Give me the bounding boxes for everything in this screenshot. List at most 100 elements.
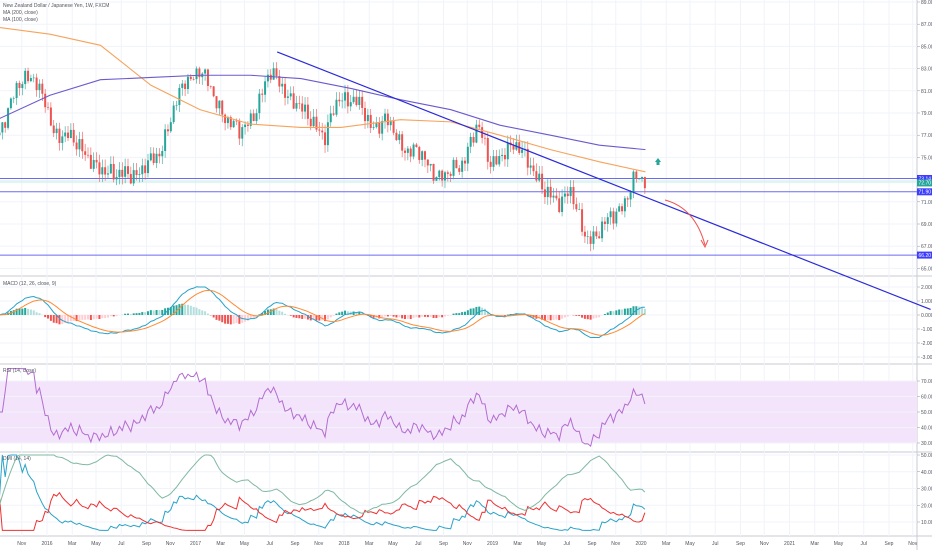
candle	[161, 145, 164, 165]
macd-histogram-bar	[158, 310, 161, 315]
candle	[489, 155, 492, 174]
candle-body	[381, 120, 384, 134]
candle-body	[384, 113, 387, 121]
macd-histogram-bar	[146, 311, 149, 315]
macd-histogram-bar	[443, 315, 446, 317]
macd-axis-tick-label: 0.000	[921, 313, 932, 319]
macd-histogram-bar	[421, 315, 424, 317]
macd-histogram-bar	[301, 315, 304, 319]
candle-body	[29, 78, 32, 82]
macd-histogram-bar	[244, 315, 247, 322]
macd-histogram-bar	[329, 315, 332, 318]
candle-body	[304, 104, 307, 112]
candle	[324, 124, 327, 153]
candle-body	[175, 105, 178, 106]
macd-histogram-bar	[358, 312, 361, 315]
candle	[529, 157, 532, 175]
macd-histogram-bar	[612, 311, 615, 315]
candle	[118, 162, 121, 185]
candle	[75, 135, 78, 156]
time-tick-label: Mar	[662, 541, 671, 547]
candle	[443, 170, 446, 189]
time-tick-label: Jul	[861, 541, 867, 547]
time-tick-label: Mar	[810, 541, 819, 547]
candle	[238, 118, 241, 145]
candle-body	[629, 191, 632, 200]
candle	[469, 132, 472, 154]
macd-histogram-bar	[461, 312, 464, 315]
candle-body	[229, 117, 232, 128]
candle-body	[38, 83, 41, 91]
candle	[406, 145, 409, 161]
candle-body	[289, 93, 292, 97]
candle-body	[286, 96, 289, 98]
candle	[403, 147, 406, 161]
macd-histogram-bar	[423, 315, 426, 317]
macd-histogram-bar	[109, 315, 112, 317]
candle	[338, 92, 341, 107]
candle-body	[369, 114, 372, 128]
candle	[209, 85, 212, 89]
candle	[72, 123, 75, 147]
candle-body	[358, 96, 361, 105]
candle-body	[132, 170, 135, 184]
candle	[538, 165, 541, 183]
candle	[35, 73, 38, 97]
macd-histogram-bar	[472, 308, 475, 315]
macd-histogram-bar	[126, 313, 129, 315]
candle	[32, 73, 35, 83]
candle	[84, 143, 87, 161]
candle-body	[586, 236, 589, 237]
macd-histogram-bar	[503, 315, 506, 316]
candle-body	[155, 153, 158, 164]
candle	[458, 165, 461, 176]
candle	[61, 130, 64, 151]
macd-histogram-bar	[566, 315, 569, 317]
candle-body	[609, 211, 612, 218]
macd-histogram-bar	[206, 313, 209, 315]
macd-histogram-bar	[432, 315, 435, 318]
macd-histogram-bar	[598, 315, 601, 318]
candle	[441, 169, 444, 187]
candle-body	[406, 148, 409, 153]
candle-body	[638, 178, 641, 180]
candle-body	[181, 83, 184, 88]
candle	[415, 142, 418, 148]
macd-histogram-bar	[589, 315, 592, 320]
candle	[486, 132, 489, 170]
candle-body	[218, 100, 221, 109]
candle	[378, 117, 381, 139]
time-tick-label: Nov	[17, 541, 26, 547]
candle	[47, 102, 50, 111]
candle-body	[512, 145, 515, 150]
candle-body	[118, 169, 121, 177]
macd-histogram-bar	[61, 315, 64, 325]
price-tag-label: 66.20	[919, 253, 932, 259]
candle-body	[146, 160, 149, 174]
macd-histogram-bar	[618, 309, 621, 315]
macd-histogram-bar	[204, 311, 207, 315]
macd-histogram-bar	[406, 315, 409, 319]
candle	[41, 79, 44, 102]
candle	[332, 105, 335, 116]
candle	[344, 84, 347, 109]
macd-histogram-bar	[401, 315, 404, 319]
macd-histogram-bar	[264, 311, 267, 315]
candle	[401, 131, 404, 158]
candle-body	[572, 187, 575, 205]
candle	[475, 119, 478, 144]
price-axis-tick-label: 69.000	[921, 222, 932, 228]
macd-histogram-bar	[469, 308, 472, 315]
candle-body	[192, 79, 195, 80]
candle-body	[503, 154, 506, 160]
candle-body	[386, 113, 389, 126]
candle	[89, 147, 92, 169]
candle-body	[204, 69, 207, 74]
candle	[601, 216, 604, 242]
candle-body	[458, 168, 461, 172]
candle-body	[292, 93, 295, 109]
price-tag-label: 72.70	[919, 181, 932, 187]
time-tick-label: Mar	[216, 541, 225, 547]
macd-histogram-bar	[21, 308, 24, 315]
